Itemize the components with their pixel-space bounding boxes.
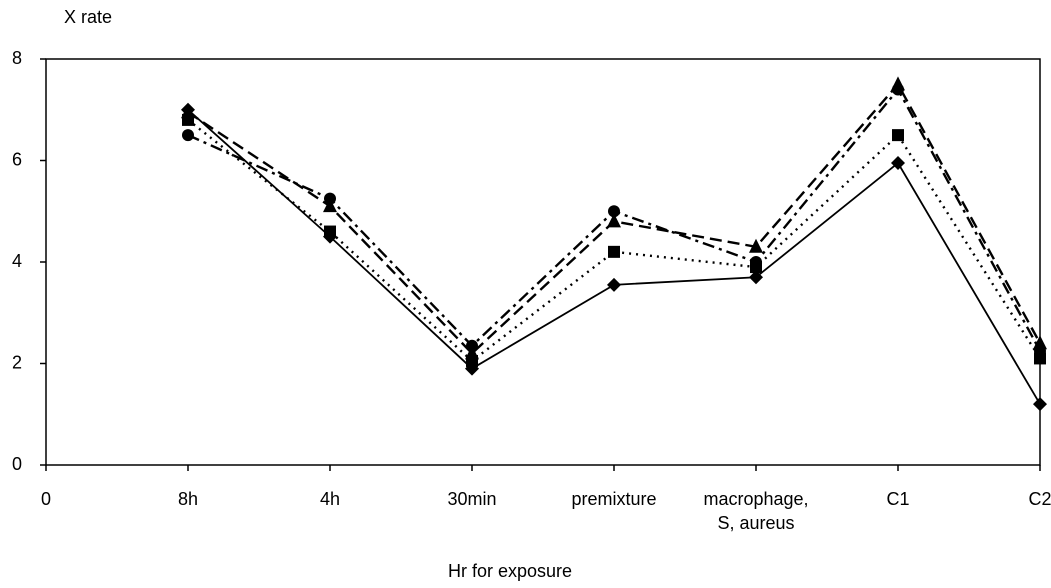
y-tick-label: 4 — [12, 251, 22, 271]
y-tick-label: 2 — [12, 352, 22, 372]
marker — [749, 270, 763, 285]
marker — [323, 198, 337, 213]
marker — [1033, 335, 1047, 350]
x-tick-label: C2 — [1028, 489, 1051, 509]
x-tick-label: 30min — [447, 489, 497, 509]
y-tick-label: 8 — [12, 48, 22, 68]
x-tick-label: C1 — [886, 489, 910, 509]
x-tick-label: premixture — [571, 489, 657, 509]
marker — [892, 83, 904, 96]
x-axis-title: Hr for exposure — [448, 561, 572, 581]
marker — [892, 129, 904, 142]
x-tick-label: macrophage, S, aureus — [703, 489, 809, 533]
marker — [181, 104, 195, 119]
marker — [1034, 344, 1046, 357]
marker — [324, 192, 336, 205]
marker — [749, 238, 763, 253]
x-tick-label: 8h — [177, 489, 199, 509]
x-tick-label: 0 — [40, 489, 51, 509]
y-tick-label: 0 — [12, 454, 22, 474]
marker — [1033, 397, 1047, 412]
marker — [750, 256, 762, 268]
marker — [607, 277, 621, 292]
series-line — [187, 118, 1042, 363]
y-tick-label: 6 — [12, 149, 22, 169]
y-axis-title: X rate — [64, 7, 112, 27]
marker — [607, 213, 621, 228]
marker — [608, 245, 620, 258]
marker — [182, 129, 194, 142]
marker — [465, 345, 479, 360]
plot-frame — [45, 58, 1041, 466]
marker — [466, 339, 478, 352]
x-tick-label: 4h — [319, 489, 341, 509]
marker — [324, 225, 336, 238]
marker — [891, 156, 905, 171]
marker — [608, 205, 620, 218]
